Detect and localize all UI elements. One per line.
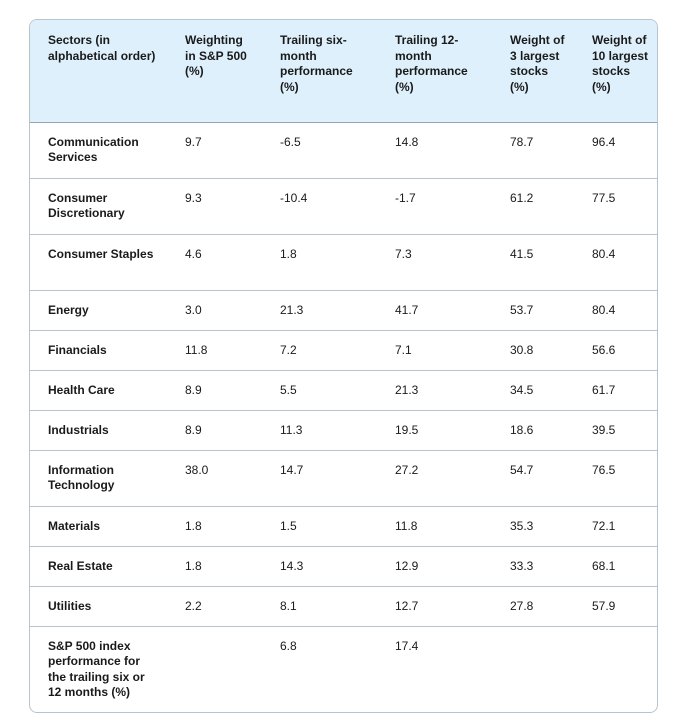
weighting-cell: 9.3 (168, 178, 263, 235)
top10-weight-cell: 96.4 (575, 122, 657, 179)
sector-performance-table: Sectors (in alphabetical order) Weightin… (29, 19, 658, 713)
table-row: Health Care 8.9 5.5 21.3 34.5 61.7 (30, 370, 657, 411)
sector-name-cell: Consumer Discretionary (30, 178, 168, 235)
top3-weight-cell: 35.3 (493, 506, 575, 547)
table-row: Consumer Staples 4.6 1.8 7.3 41.5 80.4 (30, 234, 657, 291)
sector-name-cell: Materials (30, 506, 168, 547)
top3-weight-cell: 30.8 (493, 330, 575, 371)
sector-name-cell: Information Technology (30, 450, 168, 507)
twelve-month-cell: 41.7 (378, 290, 493, 331)
sector-name-cell: Real Estate (30, 546, 168, 587)
six-month-cell: 21.3 (263, 290, 378, 331)
six-month-cell: -6.5 (263, 122, 378, 179)
six-month-cell: 8.1 (263, 586, 378, 627)
weighting-cell (168, 626, 263, 712)
twelve-month-cell: 11.8 (378, 506, 493, 547)
weighting-cell: 2.2 (168, 586, 263, 627)
top10-weight-cell: 77.5 (575, 178, 657, 235)
six-month-cell: 7.2 (263, 330, 378, 371)
top10-weight-cell: 61.7 (575, 370, 657, 411)
column-header-twelve-month: Trailing 12-month performance (%) (378, 20, 493, 123)
six-month-cell: 14.3 (263, 546, 378, 587)
sector-name-cell: Utilities (30, 586, 168, 627)
twelve-month-cell: 17.4 (395, 638, 419, 653)
weighting-cell: 8.9 (168, 370, 263, 411)
twelve-month-cell: 12.7 (378, 586, 493, 627)
twelve-month-cell: 27.2 (378, 450, 493, 507)
top3-weight-cell: 78.7 (493, 122, 575, 179)
six-month-cell: 6.8 (280, 638, 297, 653)
table-row: Materials 1.8 1.5 11.8 35.3 72.1 (30, 506, 657, 547)
header-row: Sectors (in alphabetical order) Weightin… (30, 20, 657, 123)
twelve-month-cell: 7.3 (378, 234, 493, 291)
column-header-weighting: Weighting in S&P 500 (%) (168, 20, 263, 123)
column-header-top10-weight: Weight of 10 largest stocks (%) (575, 20, 657, 123)
twelve-month-cell: 14.8 (378, 122, 493, 179)
table-row: Energy 3.0 21.3 41.7 53.7 80.4 (30, 290, 657, 331)
data-table: Sectors (in alphabetical order) Weightin… (30, 20, 657, 712)
top3-weight-cell (493, 626, 575, 712)
top3-weight-cell: 61.2 (493, 178, 575, 235)
twelve-month-cell: 7.1 (378, 330, 493, 371)
sector-name-cell: Consumer Staples (30, 234, 168, 291)
top3-weight-cell: 54.7 (493, 450, 575, 507)
sector-name-cell: Energy (30, 290, 168, 331)
top10-weight-cell: 56.6 (575, 330, 657, 371)
index-label-cell: S&P 500 index performance for the traili… (48, 638, 145, 700)
top10-weight-cell: 39.5 (575, 410, 657, 451)
top10-weight-cell: 68.1 (575, 546, 657, 587)
six-month-cell: 1.5 (263, 506, 378, 547)
table-row: Industrials 8.9 11.3 19.5 18.6 39.5 (30, 410, 657, 451)
table-row: Communication Services 9.7 -6.5 14.8 78.… (30, 122, 657, 179)
top10-weight-cell: 72.1 (575, 506, 657, 547)
six-month-cell: 11.3 (263, 410, 378, 451)
weighting-cell: 8.9 (168, 410, 263, 451)
twelve-month-cell: 21.3 (378, 370, 493, 411)
weighting-cell: 1.8 (168, 546, 263, 587)
top10-weight-cell (575, 626, 657, 712)
table-row: Consumer Discretionary 9.3 -10.4 -1.7 61… (30, 178, 657, 235)
top3-weight-cell: 34.5 (493, 370, 575, 411)
six-month-cell: 14.7 (263, 450, 378, 507)
six-month-cell: 5.5 (263, 370, 378, 411)
twelve-month-cell: 12.9 (378, 546, 493, 587)
sector-name-cell: Communication Services (30, 122, 168, 179)
top10-weight-cell: 80.4 (575, 234, 657, 291)
sector-name-cell: Health Care (30, 370, 168, 411)
sector-name-cell: Financials (30, 330, 168, 371)
top3-weight-cell: 33.3 (493, 546, 575, 587)
weighting-cell: 38.0 (168, 450, 263, 507)
table-row: Information Technology 38.0 14.7 27.2 54… (30, 450, 657, 507)
top3-weight-cell: 53.7 (493, 290, 575, 331)
top10-weight-cell: 76.5 (575, 450, 657, 507)
table-row: Financials 11.8 7.2 7.1 30.8 56.6 (30, 330, 657, 371)
index-performance-row: S&P 500 index performance for the traili… (30, 626, 657, 712)
twelve-month-cell: -1.7 (378, 178, 493, 235)
table-row: Real Estate 1.8 14.3 12.9 33.3 68.1 (30, 546, 657, 587)
weighting-cell: 11.8 (168, 330, 263, 371)
top3-weight-cell: 41.5 (493, 234, 575, 291)
column-header-sectors: Sectors (in alphabetical order) (30, 20, 168, 123)
weighting-cell: 1.8 (168, 506, 263, 547)
weighting-cell: 9.7 (168, 122, 263, 179)
six-month-cell: 1.8 (263, 234, 378, 291)
column-header-top3-weight: Weight of 3 largest stocks (%) (493, 20, 575, 123)
weighting-cell: 3.0 (168, 290, 263, 331)
six-month-cell: -10.4 (263, 178, 378, 235)
top10-weight-cell: 57.9 (575, 586, 657, 627)
column-header-six-month: Trailing six-month performance (%) (263, 20, 378, 123)
top3-weight-cell: 18.6 (493, 410, 575, 451)
top10-weight-cell: 80.4 (575, 290, 657, 331)
weighting-cell: 4.6 (168, 234, 263, 291)
table-row: Utilities 2.2 8.1 12.7 27.8 57.9 (30, 586, 657, 627)
top3-weight-cell: 27.8 (493, 586, 575, 627)
sector-name-cell: Industrials (30, 410, 168, 451)
twelve-month-cell: 19.5 (378, 410, 493, 451)
